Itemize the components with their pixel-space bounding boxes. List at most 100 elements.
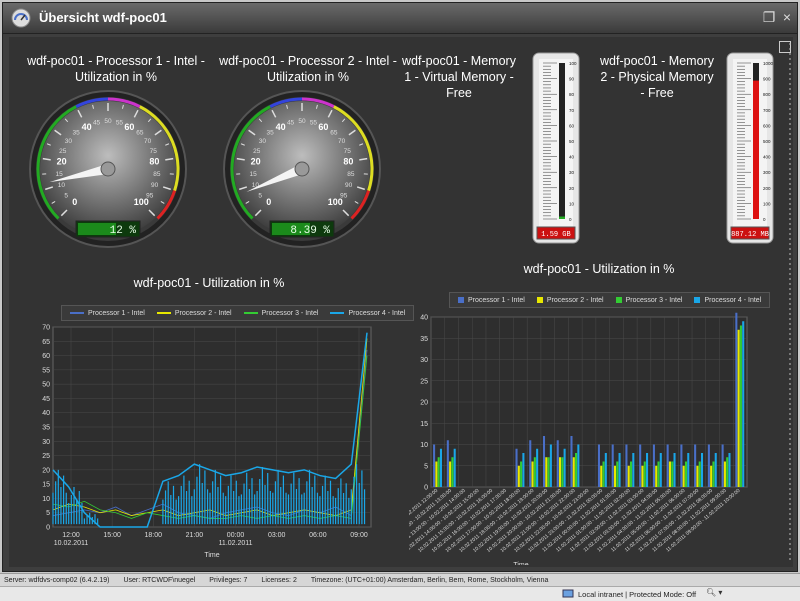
status-bar: Server: wdfdvs-comp02 (6.4.2.19) User: R… <box>0 573 800 586</box>
y-tick-label: 20 <box>420 400 428 407</box>
close-icon[interactable]: × <box>779 9 795 25</box>
bar <box>687 453 689 487</box>
maximize-icon[interactable]: ❐ <box>761 9 777 25</box>
thermometer-tick-label: 60 <box>569 123 575 128</box>
legend-item: Processor 4 - Intel <box>330 310 405 317</box>
legend-swatch <box>694 297 700 303</box>
bar <box>616 462 618 488</box>
thermometer-tick-label: 900 <box>763 77 771 82</box>
status-server: Server: wdfdvs-comp02 (6.4.2.19) <box>4 577 109 584</box>
bar <box>735 313 737 487</box>
y-tick-label: 30 <box>420 357 428 364</box>
legend-label: Processor 2 - Intel <box>547 297 604 304</box>
thermometer-tick-label: 20 <box>569 186 575 191</box>
legend-item: Processor 3 - Intel <box>244 310 319 317</box>
bar <box>680 445 682 488</box>
gauge-tick-label: 35 <box>73 130 81 137</box>
thermometer-tick-label: 100 <box>569 61 577 66</box>
gauge-tick-label: 40 <box>82 122 92 132</box>
zoom-control[interactable]: 🔍︎ ▾ <box>706 588 722 597</box>
bar <box>561 457 563 487</box>
gauge-tick-label: 85 <box>153 171 161 178</box>
legend-swatch <box>330 312 344 314</box>
bar <box>570 436 572 487</box>
y-tick-label: 10 <box>42 496 50 503</box>
dashboard-content: wdf-poc01 - Processor 1 - Intel - Utiliz… <box>9 37 793 567</box>
legend-label: Processor 2 - Intel <box>175 310 232 317</box>
gauge-tick-label: 5 <box>258 193 262 200</box>
bar <box>625 445 627 488</box>
thermometer-display-value: 1.59 GB <box>541 231 570 239</box>
bar <box>600 466 602 487</box>
x-tick-label: 03:00 <box>268 532 286 539</box>
thermometer-tick-label: 90 <box>569 77 575 82</box>
bar <box>577 445 579 488</box>
y-tick-label: 50 <box>42 382 50 389</box>
thermometer-tick-label: 30 <box>569 170 575 175</box>
vertical-scrollbar[interactable] <box>785 43 795 563</box>
y-tick-label: 35 <box>420 336 428 343</box>
security-zone-label: Local intranet | Protected Mode: Off <box>578 590 696 599</box>
gauge-tick-label: 0 <box>266 197 271 207</box>
bar <box>726 457 728 487</box>
main-window: Übersicht wdf-poc01 ❐ × wdf-poc01 - Proc… <box>2 2 798 572</box>
window-title: Übersicht wdf-poc01 <box>39 10 167 25</box>
thermometer-tick-label: 40 <box>569 155 575 160</box>
bar <box>628 466 630 487</box>
security-zone[interactable]: Local intranet | Protected Mode: Off <box>562 589 696 599</box>
bar <box>550 445 552 488</box>
browser-status-bar: Local intranet | Protected Mode: Off 🔍︎ … <box>0 586 800 601</box>
legend-item: Processor 2 - Intel <box>537 297 604 304</box>
legend-item: Processor 4 - Intel <box>694 297 761 304</box>
bar <box>515 449 517 487</box>
thermometer-scale-bg <box>539 59 573 227</box>
x-tick-label: 21:00 <box>186 532 204 539</box>
y-tick-label: 25 <box>420 378 428 385</box>
gauge-tick-label: 15 <box>56 171 64 178</box>
gauge-tick-label: 100 <box>328 197 343 207</box>
mem1-title: wdf-poc01 - Memory 1 - Virtual Memory - … <box>399 53 519 101</box>
thermometer-fill <box>753 81 759 219</box>
thermometer-tick-label: 70 <box>569 108 575 113</box>
bar <box>724 462 726 488</box>
bar <box>660 453 662 487</box>
gauge-tick-label: 30 <box>65 138 73 145</box>
gauge-tick-label: 15 <box>250 171 258 178</box>
bar <box>518 466 520 487</box>
legend-swatch <box>70 312 84 314</box>
bar <box>573 457 575 487</box>
bar <box>543 436 545 487</box>
bar <box>438 457 440 487</box>
bar <box>454 449 456 487</box>
y-tick-label: 15 <box>42 482 50 489</box>
proc2-title: wdf-poc01 - Processor 2 - Intel - Utiliz… <box>213 53 403 85</box>
gauge-hub <box>101 162 115 176</box>
bar <box>655 466 657 487</box>
thermometer-tick-label: 200 <box>763 186 771 191</box>
gauge-tick-label: 70 <box>144 138 152 145</box>
legend-swatch <box>157 312 171 314</box>
bar <box>701 453 703 487</box>
bar <box>435 462 437 488</box>
gauge-tick-label: 70 <box>338 138 346 145</box>
y-tick-label: 40 <box>42 410 50 417</box>
bar <box>722 445 724 488</box>
line-chart: 051015202530354045505560657012:0010.02.2… <box>29 321 379 565</box>
legend-swatch <box>458 297 464 303</box>
bar <box>671 462 673 488</box>
x-tick-label: 00:00 <box>227 532 245 539</box>
legend-label: Processor 1 - Intel <box>88 310 145 317</box>
x-axis-label: Time <box>204 552 219 559</box>
y-tick-label: 65 <box>42 339 50 346</box>
status-licenses: Licenses: 2 <box>261 577 296 584</box>
bar <box>742 321 744 487</box>
bar <box>557 440 559 487</box>
gauge-display-value: 12 % <box>110 225 137 237</box>
legend-swatch <box>244 312 258 314</box>
bar <box>433 445 435 488</box>
